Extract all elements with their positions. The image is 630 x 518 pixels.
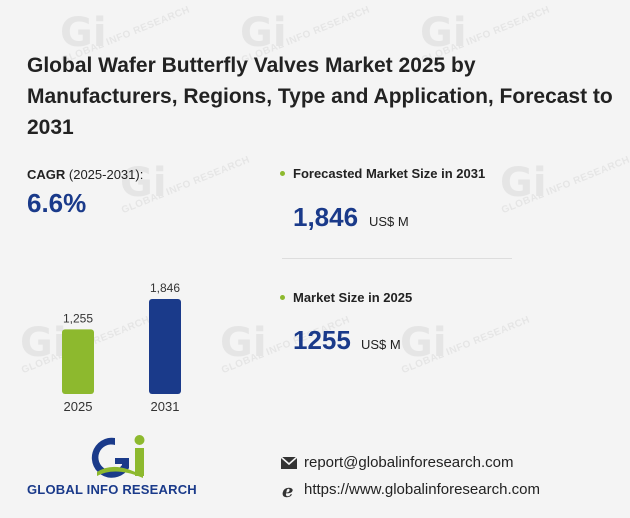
- email-link[interactable]: report@globalinforesearch.com: [304, 454, 514, 471]
- logo-text: GLOBAL INFO RESEARCH: [27, 482, 197, 497]
- page-title: Global Wafer Butterfly Valves Market 202…: [27, 54, 613, 139]
- forecast-label: Forecasted Market Size in 2031: [293, 166, 486, 181]
- cagr-label-period: (2025-2031):: [65, 167, 144, 182]
- x-tick-label-2031: 2031: [151, 399, 180, 414]
- data-label-2025: 1,255: [63, 311, 93, 325]
- current-size-unit: US$ M: [361, 337, 401, 352]
- current-size-label: Market Size in 2025: [293, 290, 413, 305]
- cagr-label: CAGR (2025-2031):: [27, 167, 143, 182]
- divider: [282, 258, 512, 259]
- cagr-label-bold: CAGR: [27, 167, 66, 182]
- website-link[interactable]: https://www.globalinforesearch.com: [304, 481, 540, 498]
- market-size-bar-chart: 1,255 2025 1,846 2031: [30, 270, 230, 420]
- bullet-icon: [280, 171, 285, 176]
- email-row[interactable]: report@globalinforesearch.com: [280, 454, 514, 471]
- website-row[interactable]: e https://www.globalinforesearch.com: [280, 481, 540, 498]
- forecast-unit: US$ M: [369, 214, 409, 229]
- browser-e-icon: e: [282, 482, 293, 498]
- cagr-value: 6.6%: [27, 188, 87, 218]
- chart-svg: 1,255 2025 1,846 2031: [62, 281, 181, 414]
- data-label-2031: 1,846: [150, 281, 180, 295]
- bar-2025: [62, 329, 94, 394]
- x-tick-label-2025: 2025: [64, 399, 93, 414]
- bar-2031: [149, 299, 181, 394]
- bullet-icon: [280, 295, 285, 300]
- svg-text:e: e: [282, 482, 293, 498]
- current-size-value: 1255: [293, 325, 351, 355]
- envelope-icon: [280, 455, 298, 469]
- gi-logo-icon: [91, 435, 145, 478]
- company-logo: GLOBAL INFO RESEARCH: [27, 432, 237, 502]
- forecast-value: 1,846: [293, 202, 359, 232]
